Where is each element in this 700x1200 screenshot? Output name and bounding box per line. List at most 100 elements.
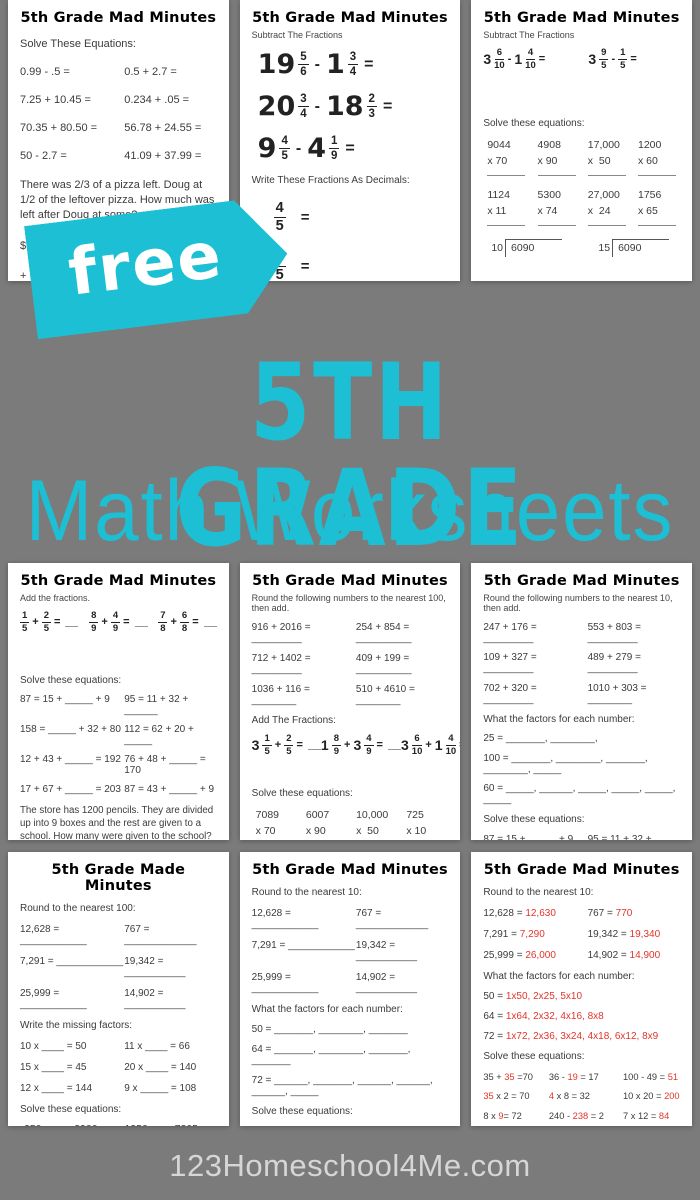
answer-red: 200 bbox=[664, 1091, 680, 1101]
equation-cell: 1036 + 116 = ________ bbox=[251, 684, 310, 706]
fraction-numerator: 1 bbox=[20, 610, 30, 623]
long-division-row: 106090156090206090 bbox=[483, 238, 680, 257]
multiplier: x 90 bbox=[305, 824, 326, 837]
operator: + bbox=[170, 616, 177, 629]
equation-cell: 9 x _____ = 108 bbox=[124, 1083, 197, 1094]
multiplier: x 70 bbox=[255, 824, 276, 837]
instruction-label: Add the fractions. bbox=[20, 593, 91, 603]
multiplicand: 250 bbox=[24, 1123, 62, 1126]
section-label: Write These Fractions As Decimals: bbox=[251, 175, 410, 186]
fraction-numerator: 1 bbox=[328, 135, 340, 149]
fraction-denominator: 5 bbox=[601, 59, 607, 71]
fraction-numerator: 5 bbox=[298, 51, 309, 65]
fraction-row: 3 6 10-1 4 10 = 3 9 5-1 5 = bbox=[483, 48, 680, 71]
section-label: What the factors for each number: bbox=[251, 1004, 403, 1015]
vertical-multiplication: 1124 x 11 bbox=[487, 189, 526, 226]
fraction-group: 7 8 +6 8 = bbox=[158, 611, 217, 634]
equation-cell: 12,628 = 12,630 bbox=[483, 908, 587, 919]
equation-cell: 12,628 = ____________ bbox=[251, 908, 319, 930]
fraction-numerator: 8 bbox=[89, 610, 99, 623]
fraction-group: 3 1 5 +2 5 = bbox=[252, 734, 321, 757]
fraction-numerator: 2 bbox=[366, 93, 377, 107]
fraction-denominator: 4 bbox=[349, 66, 357, 78]
operator: = bbox=[192, 616, 199, 629]
fraction-row: 9 4 5-4 1 9 = bbox=[252, 133, 449, 164]
fraction-denominator: 3 bbox=[368, 108, 375, 120]
equation-cell: 14,902 = ___________ bbox=[124, 988, 186, 1010]
site-url: 123Homeschool4Me.com bbox=[169, 1148, 531, 1183]
answer-red: 1x50, 2x25, 5x10 bbox=[505, 991, 583, 1002]
fraction-denominator: 5 bbox=[620, 59, 626, 71]
equation-cell: 100 - 49 = 51 bbox=[623, 1072, 680, 1082]
equation-cell: 510 + 4610 = ________ bbox=[355, 684, 415, 706]
multiplier: x 60 bbox=[637, 154, 658, 167]
multiplicand: 7089 bbox=[255, 808, 280, 821]
answer-red: 1x72, 2x36, 3x24, 4x18, 6x12, 8x9 bbox=[505, 1031, 659, 1042]
section-label: Write the missing factors: bbox=[20, 1020, 133, 1031]
answer-line bbox=[587, 224, 626, 226]
text-segment: = 17 bbox=[577, 1071, 599, 1082]
long-division: 10 6090 bbox=[491, 238, 563, 257]
fraction-group: 20 3 4-18 2 3 = bbox=[258, 91, 396, 122]
answer-red: 35 bbox=[483, 1091, 494, 1101]
answer-red: 84 bbox=[658, 1110, 670, 1121]
equation-line: 60 = _____, ______, _____, _____, _____,… bbox=[483, 783, 676, 805]
text-segment: =70 bbox=[514, 1071, 533, 1082]
text-segment: 7 x 12 = bbox=[622, 1110, 659, 1121]
mixed-number-whole: 20 bbox=[257, 91, 296, 122]
fraction-group: 4 5 = bbox=[273, 200, 310, 234]
multiplicand: 6007 bbox=[305, 808, 330, 821]
equation-cell: 0.99 - .5 = bbox=[20, 66, 70, 78]
operator: = bbox=[123, 616, 130, 629]
worksheet-thumbnail-3: 5th Grade Mad Minutes Subtract The Fracti… bbox=[471, 0, 692, 281]
spacer bbox=[20, 642, 217, 666]
vertical-multiplication-row: 250x 10 3900x 12 1250x 10 7205x 12 bbox=[20, 1123, 217, 1126]
equation-row: 7,291 = ____________ 19,342 = ___________ bbox=[252, 940, 449, 962]
operator: + bbox=[101, 616, 108, 629]
fraction-denominator: 9 bbox=[91, 622, 97, 634]
section-label: What the factors for each number: bbox=[483, 713, 635, 725]
answer-red: 4 bbox=[548, 1091, 555, 1101]
fraction-denominator: 9 bbox=[366, 745, 372, 757]
equation-cell: 76 + 48 + _____ = 170 bbox=[124, 753, 206, 776]
equation-cell: 25,999 = ____________ bbox=[20, 988, 87, 1010]
banner-title-line2: Math Worksheets bbox=[25, 463, 675, 559]
fraction-numerator: 2 bbox=[284, 733, 294, 746]
answer-line bbox=[637, 224, 676, 226]
answer-red: 12,630 bbox=[525, 908, 556, 919]
mixed-number-whole: 1 bbox=[320, 737, 329, 754]
mixed-number-whole: 18 bbox=[325, 91, 364, 122]
text-segment: 14,902 = bbox=[587, 950, 630, 961]
worksheet-thumbnail-5: 5th Grade Mad Minutes Round the following… bbox=[239, 563, 461, 840]
worksheet-title: 5th Grade Mad Minutes bbox=[483, 10, 680, 26]
equation-cell: 87 = 43 + _____ + 9 bbox=[124, 783, 215, 795]
equation-cell: 0.5 + 2.7 = bbox=[124, 66, 177, 78]
section-label: Solve these equations: bbox=[251, 787, 353, 799]
answer-red: 14,900 bbox=[629, 950, 661, 961]
equation-row: 0.99 - .5 = 0.5 + 2.7 = bbox=[20, 66, 217, 78]
fraction-denominator: 5 bbox=[43, 622, 50, 634]
answer-blank bbox=[387, 741, 401, 750]
equation-line: 64 = 1x64, 2x32, 4x16, 8x8 bbox=[483, 1011, 680, 1022]
equation-cell: 112 = 62 + 20 + _____ bbox=[124, 723, 194, 746]
text-segment: 7,291 = bbox=[483, 929, 520, 940]
multiplicand: 10,000 bbox=[356, 808, 389, 821]
operator: - bbox=[611, 53, 616, 66]
operator: - bbox=[507, 53, 512, 66]
equation-cell: 4 x 8 = 32 bbox=[549, 1091, 623, 1101]
fraction-numerator: 4 bbox=[364, 733, 374, 746]
equation-cell: 254 + 854 = __________ bbox=[355, 622, 412, 644]
fraction-group: 8 9 +4 9 = bbox=[89, 610, 148, 634]
fraction-numerator: 6 bbox=[412, 733, 422, 746]
section-label: What the factors for each number: bbox=[483, 971, 635, 982]
multiplicand: 1756 bbox=[637, 188, 662, 201]
operator: = bbox=[364, 55, 374, 73]
worksheet-title: 5th Grade Mad Minutes bbox=[252, 862, 448, 878]
text-segment: 12,628 = bbox=[483, 908, 526, 919]
equation-line: 64 = _______, ________, _______, _______ bbox=[251, 1044, 411, 1066]
fraction-numerator: 2 bbox=[41, 610, 52, 623]
text-segment: 25,999 = bbox=[483, 950, 526, 961]
